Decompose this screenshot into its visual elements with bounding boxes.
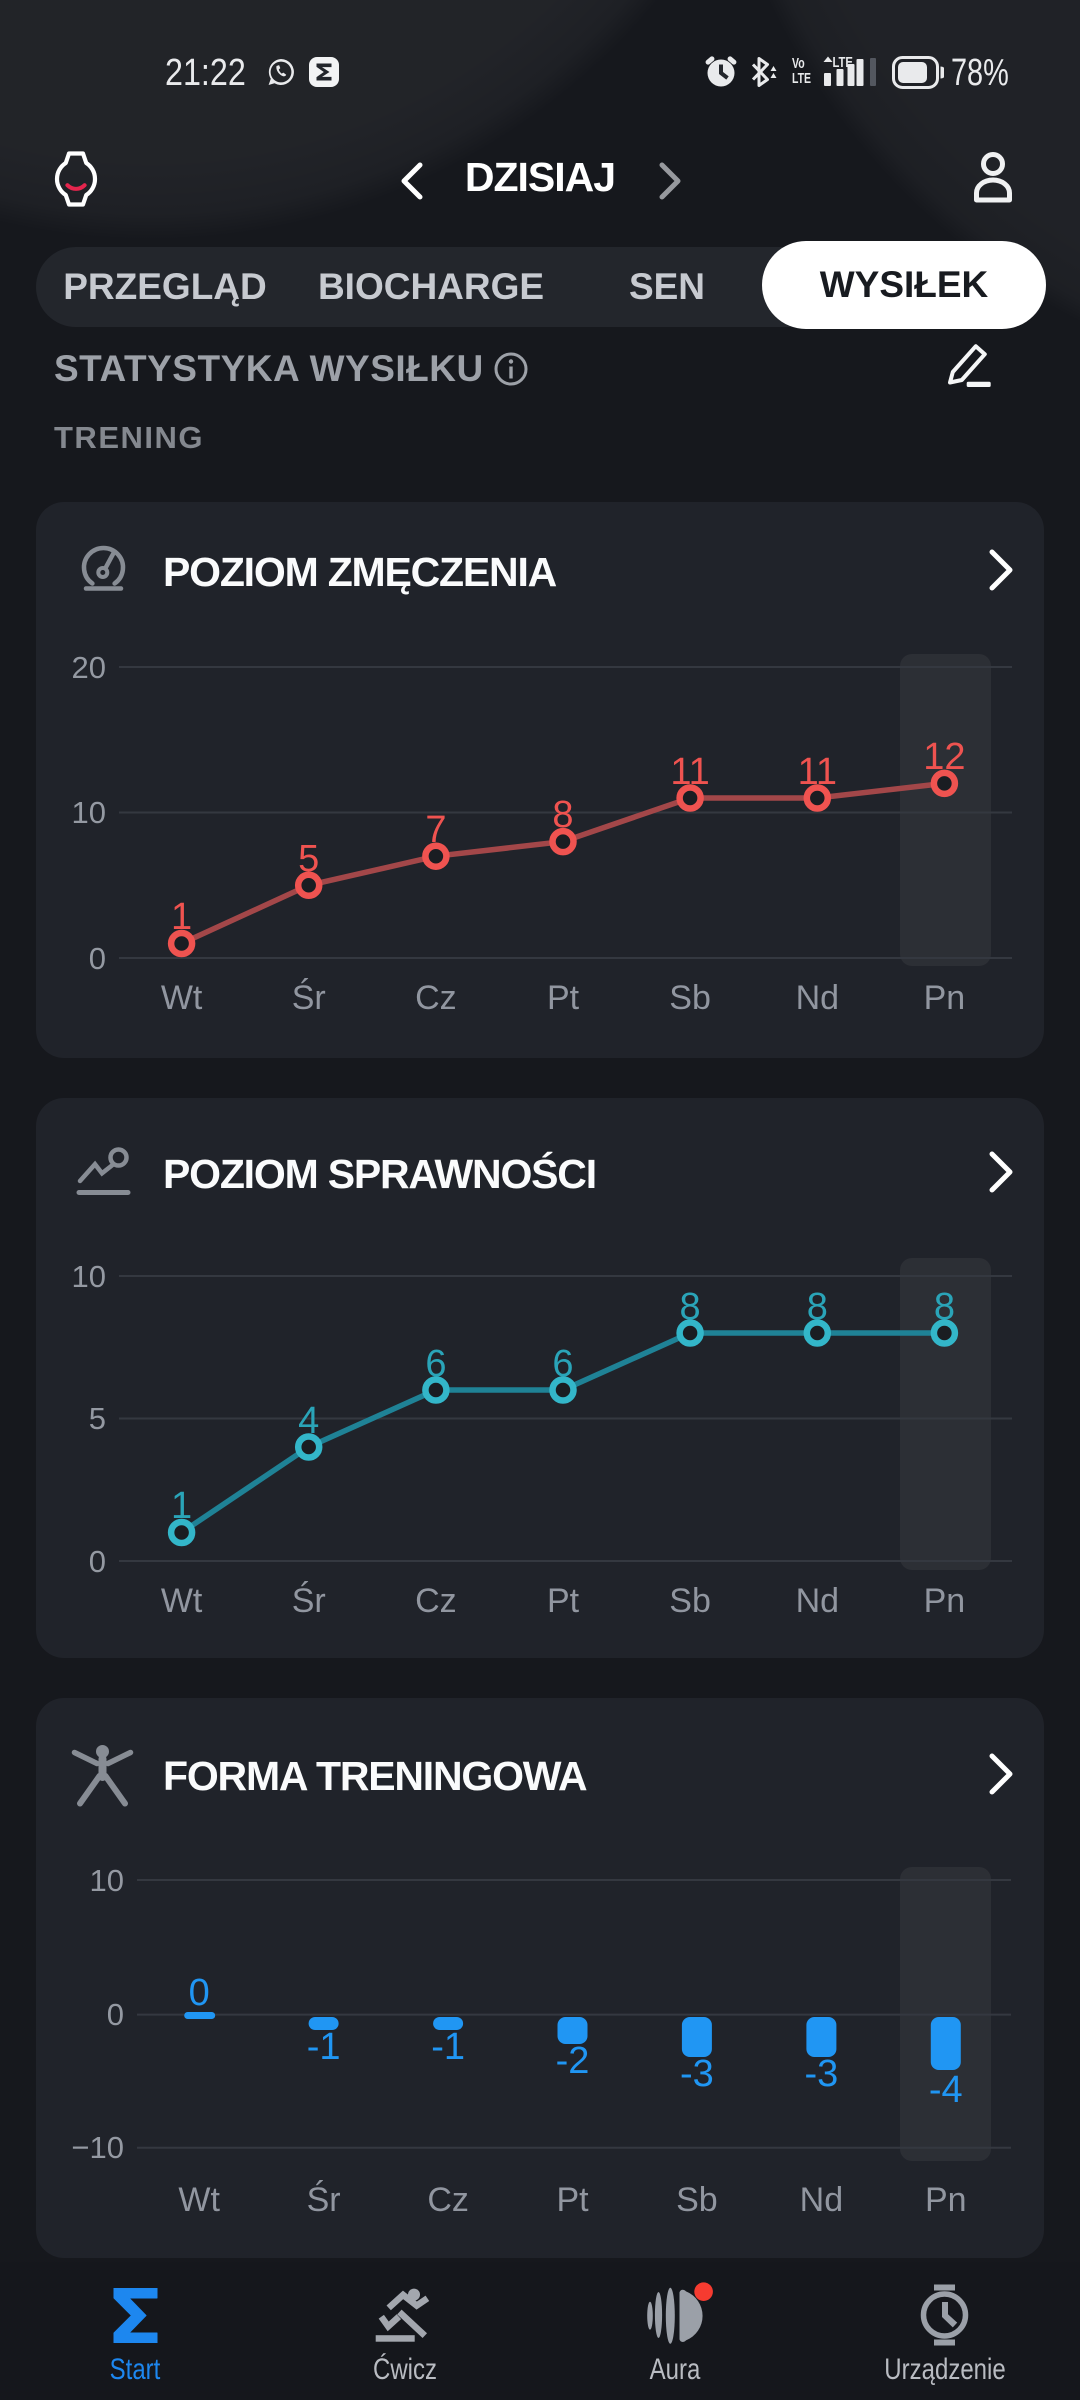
- svg-text:10: 10: [72, 1259, 106, 1294]
- svg-text:-2: -2: [556, 2040, 590, 2082]
- svg-text:Nd: Nd: [796, 979, 839, 1017]
- svg-text:-1: -1: [307, 2026, 341, 2068]
- svg-text:Śr: Śr: [292, 978, 326, 1017]
- svg-text:Śr: Śr: [307, 2180, 341, 2219]
- svg-text:11: 11: [670, 751, 709, 793]
- svg-text:Pt: Pt: [547, 979, 580, 1017]
- svg-text:1: 1: [171, 896, 192, 938]
- svg-text:-1: -1: [431, 2026, 465, 2068]
- svg-text:8: 8: [680, 1286, 701, 1328]
- svg-text:−10: −10: [71, 2130, 124, 2165]
- svg-text:Pt: Pt: [547, 1582, 580, 1620]
- svg-text:Wt: Wt: [178, 2181, 220, 2219]
- svg-text:10: 10: [72, 795, 106, 830]
- svg-text:Cz: Cz: [427, 2181, 469, 2219]
- svg-text:FORMA TRENINGOWA: FORMA TRENINGOWA: [163, 1753, 587, 1799]
- svg-text:11: 11: [798, 751, 837, 793]
- svg-text:Pn: Pn: [925, 2181, 967, 2219]
- svg-text:1: 1: [171, 1485, 192, 1527]
- svg-text:Sb: Sb: [669, 1582, 711, 1620]
- svg-text:0: 0: [189, 1972, 210, 2014]
- svg-text:Wt: Wt: [161, 1582, 203, 1620]
- svg-text:Sb: Sb: [676, 2181, 718, 2219]
- svg-text:0: 0: [89, 1544, 106, 1579]
- svg-text:5: 5: [89, 1401, 106, 1436]
- svg-text:10: 10: [90, 1863, 124, 1898]
- svg-text:Wt: Wt: [161, 979, 203, 1017]
- svg-text:5: 5: [298, 838, 319, 880]
- svg-text:4: 4: [298, 1400, 319, 1442]
- svg-text:Nd: Nd: [800, 2181, 843, 2219]
- svg-text:-3: -3: [680, 2053, 714, 2095]
- svg-text:6: 6: [425, 1343, 446, 1385]
- svg-text:6: 6: [552, 1343, 573, 1385]
- svg-text:-3: -3: [805, 2053, 839, 2095]
- svg-text:20: 20: [72, 650, 106, 685]
- svg-text:Pt: Pt: [556, 2181, 589, 2219]
- svg-text:Pn: Pn: [924, 979, 966, 1017]
- svg-text:7: 7: [425, 809, 446, 851]
- svg-text:POZIOM SPRAWNOŚCI: POZIOM SPRAWNOŚCI: [163, 1151, 596, 1197]
- svg-text:0: 0: [89, 941, 106, 976]
- svg-text:Sb: Sb: [669, 979, 711, 1017]
- svg-text:-4: -4: [929, 2069, 963, 2111]
- svg-text:8: 8: [552, 794, 573, 836]
- svg-text:8: 8: [807, 1286, 828, 1328]
- svg-text:Cz: Cz: [415, 1582, 457, 1620]
- svg-text:12: 12: [923, 736, 965, 778]
- svg-text:Nd: Nd: [796, 1582, 839, 1620]
- svg-text:POZIOM ZMĘCZENIA: POZIOM ZMĘCZENIA: [163, 549, 557, 595]
- svg-text:Śr: Śr: [292, 1581, 326, 1620]
- svg-text:8: 8: [934, 1286, 955, 1328]
- svg-text:Pn: Pn: [924, 1582, 966, 1620]
- svg-text:0: 0: [107, 1997, 124, 2032]
- svg-text:Cz: Cz: [415, 979, 457, 1017]
